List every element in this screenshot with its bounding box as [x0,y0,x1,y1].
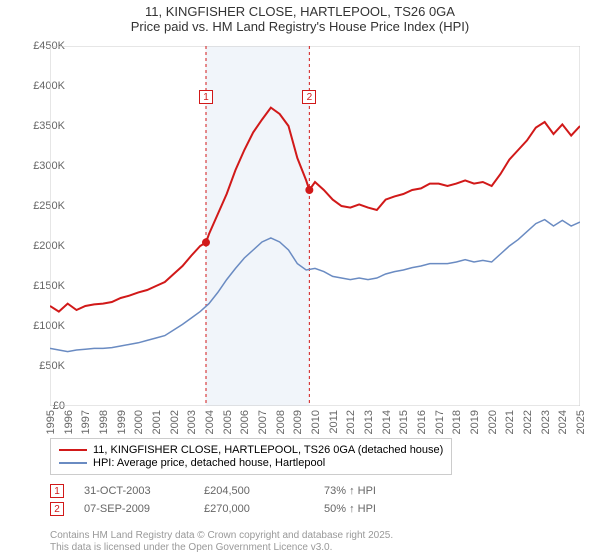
x-tick-label: 2010 [310,410,322,434]
x-tick-label: 2005 [222,410,234,434]
x-tick-label: 2022 [522,410,534,434]
x-tick-label: 2003 [186,410,198,434]
x-tick-label: 2000 [133,410,145,434]
x-tick-label: 2016 [416,410,428,434]
x-tick-label: 2025 [575,410,587,434]
x-tick-label: 2009 [292,410,304,434]
legend-item: 11, KINGFISHER CLOSE, HARTLEPOOL, TS26 0… [59,444,443,456]
legend-label: 11, KINGFISHER CLOSE, HARTLEPOOL, TS26 0… [93,444,443,456]
x-tick-label: 2018 [451,410,463,434]
x-tick-label: 1999 [116,410,128,434]
annotation-price: £204,500 [204,485,304,497]
annotation-marker: 2 [50,502,64,516]
x-tick-label: 2001 [151,410,163,434]
x-tick-label: 1995 [45,410,57,434]
x-tick-label: 2023 [540,410,552,434]
x-tick-label: 2008 [275,410,287,434]
chart-container: 11, KINGFISHER CLOSE, HARTLEPOOL, TS26 0… [0,0,600,560]
annotation-delta: 73% ↑ HPI [324,485,424,497]
copyright-line-1: Contains HM Land Registry data © Crown c… [50,530,393,542]
x-tick-label: 2006 [239,410,251,434]
copyright-notice: Contains HM Land Registry data © Crown c… [50,530,393,554]
x-tick-label: 2012 [345,410,357,434]
x-tick-label: 2021 [504,410,516,434]
annotation-date: 31-OCT-2003 [84,485,184,497]
callout-marker-1: 1 [199,90,213,104]
x-tick-label: 2019 [469,410,481,434]
x-tick-label: 1996 [63,410,75,434]
annotation-marker: 1 [50,484,64,498]
x-tick-label: 2013 [363,410,375,434]
x-tick-label: 1997 [80,410,92,434]
legend-swatch [59,449,87,451]
chart-title-block: 11, KINGFISHER CLOSE, HARTLEPOOL, TS26 0… [0,0,600,38]
x-tick-label: 2014 [381,410,393,434]
x-tick-label: 2015 [398,410,410,434]
title-line-2: Price paid vs. HM Land Registry's House … [0,19,600,34]
annotation-table: 1 31-OCT-2003 £204,500 73% ↑ HPI 2 07-SEP… [50,484,424,520]
x-tick-label: 1998 [98,410,110,434]
copyright-line-2: This data is licensed under the Open Gov… [50,542,393,554]
annotation-price: £270,000 [204,503,304,515]
annotation-row: 1 31-OCT-2003 £204,500 73% ↑ HPI [50,484,424,498]
x-tick-label: 2020 [487,410,499,434]
x-tick-label: 2017 [434,410,446,434]
title-line-1: 11, KINGFISHER CLOSE, HARTLEPOOL, TS26 0… [0,4,600,19]
x-tick-label: 2024 [557,410,569,434]
legend-label: HPI: Average price, detached house, Hart… [93,457,325,469]
legend: 11, KINGFISHER CLOSE, HARTLEPOOL, TS26 0… [50,438,452,475]
x-tick-label: 2004 [204,410,216,434]
annotation-date: 07-SEP-2009 [84,503,184,515]
legend-item: HPI: Average price, detached house, Hart… [59,457,443,469]
x-tick-label: 2007 [257,410,269,434]
x-tick-label: 2002 [169,410,181,434]
x-tick-label: 2011 [328,410,340,434]
annotation-row: 2 07-SEP-2009 £270,000 50% ↑ HPI [50,502,424,516]
legend-swatch [59,462,87,464]
annotation-delta: 50% ↑ HPI [324,503,424,515]
callout-marker-2: 2 [302,90,316,104]
